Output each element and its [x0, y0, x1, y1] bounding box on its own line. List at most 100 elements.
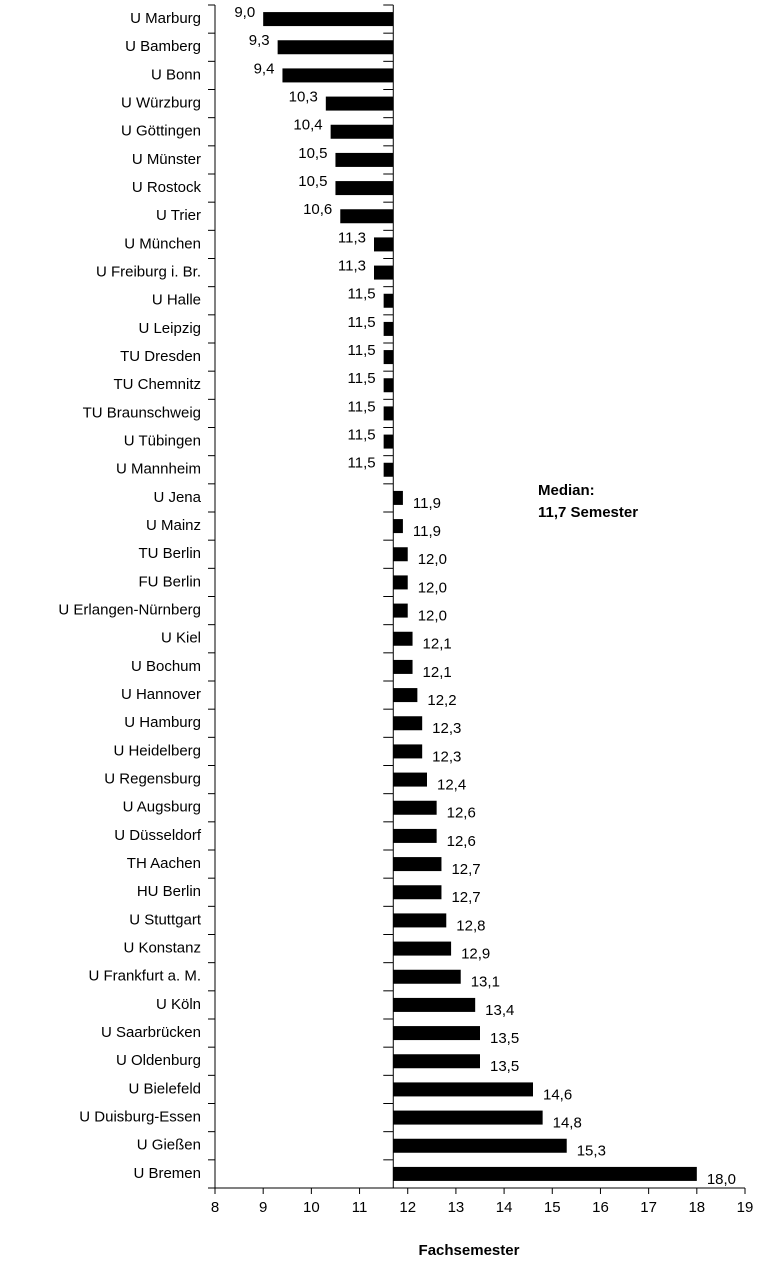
value-label: 12,2: [427, 692, 456, 709]
value-label: 11,5: [348, 427, 376, 444]
value-label: 11,9: [413, 495, 441, 512]
y-tick-label: TU Braunschweig: [83, 404, 201, 421]
value-label: 11,5: [348, 342, 376, 359]
y-tick-label: U Regensburg: [104, 771, 201, 788]
x-tick-label: 12: [399, 1199, 416, 1216]
bar: [335, 152, 394, 167]
y-tick-label: U Augsburg: [123, 799, 201, 816]
value-label: 11,5: [348, 398, 376, 415]
y-tick-label: U Erlangen-Nürnberg: [58, 602, 201, 619]
y-tick-label: U Tübingen: [124, 433, 201, 450]
y-tick-label: U Leipzig: [138, 320, 201, 337]
bar: [393, 1166, 697, 1181]
bar: [393, 800, 437, 815]
y-tick-label: TU Chemnitz: [113, 376, 201, 393]
y-tick-label: U Saarbrücken: [101, 1024, 201, 1041]
bar: [383, 321, 394, 336]
bar: [330, 124, 394, 139]
bar: [374, 237, 394, 252]
y-tick-label: TU Berlin: [138, 545, 201, 562]
bar: [393, 1110, 543, 1125]
bar: [383, 293, 394, 308]
y-tick-label: TU Dresden: [120, 348, 201, 365]
bar: [393, 1054, 480, 1069]
value-label: 11,3: [338, 258, 366, 275]
bar: [374, 265, 394, 280]
y-tick-label: U Münster: [132, 151, 201, 168]
bar: [340, 209, 394, 224]
value-label: 12,6: [447, 833, 476, 850]
bar: [393, 659, 413, 674]
value-label: 9,0: [234, 4, 255, 21]
bar: [393, 575, 408, 590]
value-label: 15,3: [577, 1143, 606, 1160]
bar: [393, 1026, 480, 1041]
bar: [393, 744, 423, 759]
value-label: 12,7: [451, 889, 480, 906]
value-label: 12,3: [432, 720, 461, 737]
value-label: 10,5: [298, 173, 327, 190]
x-tick-label: 14: [496, 1199, 513, 1216]
y-tick-label: U Mainz: [146, 517, 201, 534]
x-axis-title: Fachsemester: [419, 1242, 520, 1259]
value-label: 11,3: [338, 229, 366, 246]
value-label: 13,5: [490, 1030, 519, 1047]
value-label: 13,1: [471, 974, 500, 991]
value-label: 11,5: [348, 314, 376, 331]
value-label: 12,4: [437, 777, 466, 794]
value-label: 18,0: [707, 1171, 736, 1188]
y-tick-label: U Bonn: [151, 66, 201, 83]
bar: [383, 406, 394, 421]
bar: [277, 40, 394, 55]
y-tick-label: U Kiel: [161, 630, 201, 647]
y-tick-label: U Hamburg: [124, 714, 201, 731]
bar: [393, 1082, 533, 1097]
value-label: 9,3: [249, 32, 270, 49]
bar: [393, 631, 413, 646]
y-tick-label: U Trier: [156, 207, 201, 224]
value-label: 12,0: [418, 551, 447, 568]
y-tick-label: HU Berlin: [137, 883, 201, 900]
bar: [393, 997, 476, 1012]
y-tick-label: U München: [124, 235, 201, 252]
y-tick-label: U Heidelberg: [113, 742, 201, 759]
bar: [393, 519, 403, 534]
x-tick-label: 17: [640, 1199, 657, 1216]
bar: [282, 68, 394, 83]
bar: [383, 378, 394, 393]
bar: [383, 434, 394, 449]
y-tick-label: U Halle: [152, 292, 201, 309]
value-label: 11,5: [348, 370, 376, 387]
bar: [393, 1138, 567, 1153]
bar: [393, 716, 423, 731]
value-label: 10,5: [298, 145, 327, 162]
bar: [383, 462, 394, 477]
value-label: 12,1: [423, 636, 452, 653]
y-tick-label: U Bielefeld: [128, 1080, 201, 1097]
bar: [325, 96, 394, 111]
value-label: 12,8: [456, 917, 485, 934]
x-tick-label: 10: [303, 1199, 320, 1216]
bar: [393, 490, 403, 505]
y-tick-label: U Düsseldorf: [114, 827, 202, 844]
bar: [393, 857, 442, 872]
value-label: 12,6: [447, 805, 476, 822]
value-label: 12,3: [432, 748, 461, 765]
y-tick-label: U Duisburg-Essen: [79, 1109, 201, 1126]
bar: [383, 350, 394, 365]
bar: [393, 828, 437, 843]
x-tick-label: 18: [688, 1199, 705, 1216]
value-label: 12,1: [423, 664, 452, 681]
y-tick-label: U Göttingen: [121, 123, 201, 140]
value-label: 10,6: [303, 201, 332, 218]
annotation: Median:: [538, 482, 595, 499]
bar: [393, 603, 408, 618]
value-label: 14,6: [543, 1086, 572, 1103]
x-tick-label: 8: [211, 1199, 219, 1216]
y-tick-label: U Oldenburg: [116, 1052, 201, 1069]
y-tick-label: U Rostock: [132, 179, 202, 196]
bar: [393, 913, 447, 928]
y-tick-label: U Bochum: [131, 658, 201, 675]
value-label: 14,8: [553, 1115, 582, 1132]
